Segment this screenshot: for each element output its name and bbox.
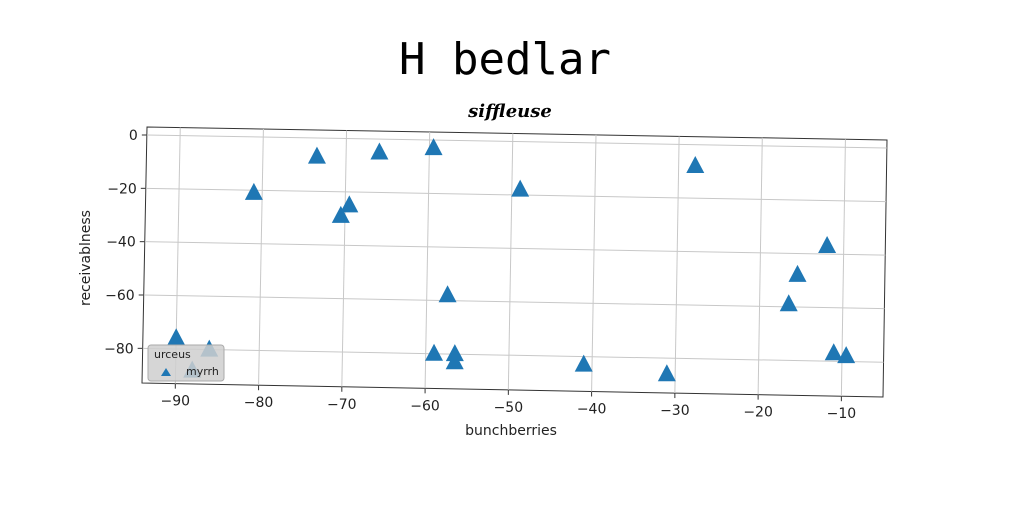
x-axis-ticks: −90 −80 −70 −60 −50 −40 −30 −20 −10: [161, 394, 857, 423]
y-axis-ticks: 0 −20 −40 −60 −80: [104, 128, 138, 357]
plot-frame: [141, 126, 888, 398]
legend: urceus myrrh: [147, 344, 225, 382]
x-tick-label: −10: [827, 406, 857, 422]
x-tick-label: −30: [660, 403, 690, 419]
data-point: [837, 346, 856, 364]
data-point: [307, 146, 326, 164]
x-grid-line: [757, 137, 763, 395]
data-point: [824, 343, 843, 361]
legend-marker: [161, 368, 171, 376]
legend-title: urceus: [154, 348, 191, 361]
x-grid-line: [840, 139, 846, 397]
chart-title: H bedlar: [399, 34, 611, 85]
x-tick-label: −80: [244, 395, 274, 411]
legend-series-label: myrrh: [186, 365, 219, 378]
data-point: [818, 236, 837, 254]
x-grid-line: [507, 133, 514, 390]
data-point: [438, 285, 457, 303]
x-tick-label: −20: [743, 405, 773, 421]
y-axis-label: receivablness: [78, 210, 94, 306]
x-grid-line: [591, 134, 597, 392]
x-tick-label: −60: [410, 398, 440, 414]
data-point: [657, 364, 676, 382]
y-tick-label: −80: [104, 341, 134, 357]
data-point: [445, 352, 464, 370]
y-grid-line: [144, 241, 886, 256]
chart-subtitle: siffleuse: [467, 101, 552, 122]
data-point: [425, 343, 444, 361]
data-point: [244, 182, 263, 200]
y-grid-line: [146, 134, 887, 149]
data-point: [370, 142, 389, 160]
data-point: [424, 138, 443, 156]
y-grid-line: [143, 294, 885, 310]
x-tick-label: −90: [161, 394, 191, 410]
x-tick-label: −70: [327, 397, 357, 413]
data-point: [167, 328, 186, 346]
data-point: [779, 294, 798, 312]
x-tick-label: −50: [494, 400, 524, 416]
y-tick-label: −60: [105, 288, 135, 304]
x-grid-line: [674, 136, 680, 394]
y-tick-label: −20: [107, 181, 137, 197]
x-tick-label: −40: [577, 401, 607, 417]
x-grid-line: [258, 129, 264, 386]
y-grid-line: [142, 347, 884, 363]
x-grid-line: [424, 131, 431, 389]
data-point: [686, 156, 705, 174]
data-point: [574, 354, 593, 372]
y-tick-label: 0: [129, 128, 138, 144]
x-grid-line: [341, 130, 348, 387]
data-point: [331, 205, 350, 223]
x-axis-label: bunchberries: [465, 423, 557, 439]
data-point: [788, 264, 807, 282]
y-tick-label: −40: [106, 235, 136, 251]
data-point: [511, 179, 530, 197]
data-point: [340, 195, 359, 213]
